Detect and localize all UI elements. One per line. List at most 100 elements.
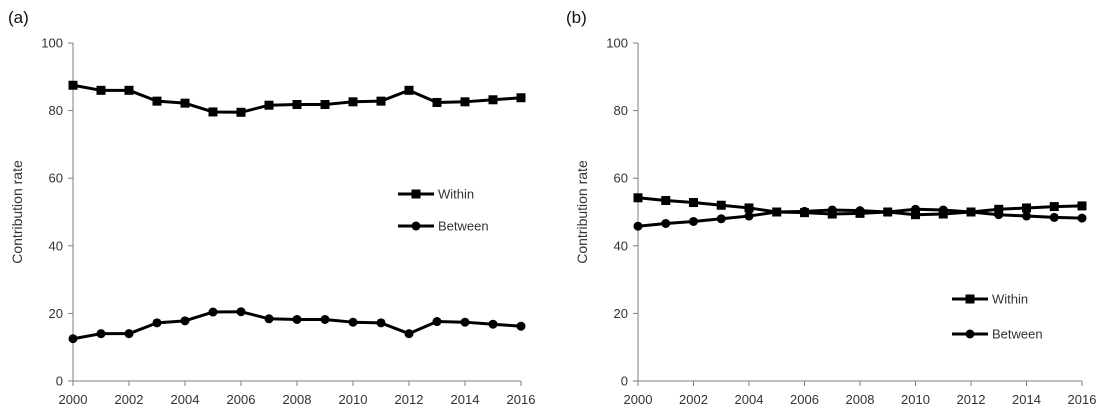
- data-point-between: [432, 317, 442, 327]
- data-point-within: [236, 107, 246, 117]
- data-point-between: [1077, 213, 1087, 223]
- data-point-between: [180, 316, 190, 326]
- y-tick-label: 20: [614, 306, 628, 321]
- data-point-within: [460, 97, 470, 107]
- x-tick-label: 2006: [790, 392, 819, 407]
- data-point-between: [744, 211, 754, 221]
- x-tick-label: 2008: [283, 392, 312, 407]
- y-axis-title: Contribution rate: [574, 160, 590, 264]
- y-tick-label: 80: [49, 103, 63, 118]
- x-tick-label: 2006: [227, 392, 256, 407]
- data-point-within: [994, 204, 1004, 214]
- panel-label: (a): [8, 8, 29, 27]
- data-point-between: [716, 214, 726, 224]
- data-point-between: [1049, 212, 1059, 222]
- data-point-within: [264, 100, 274, 110]
- x-tick-label: 2016: [1068, 392, 1097, 407]
- data-point-within: [68, 80, 78, 90]
- y-tick-label: 100: [41, 36, 63, 51]
- data-point-within: [689, 198, 698, 208]
- chart-panel-a: (a) 0 20 40 60 80 100 2000 2002 2004 2006 2008 2010 2…: [8, 8, 535, 407]
- data-point-between: [68, 334, 78, 344]
- data-point-between: [236, 307, 246, 317]
- data-point-within: [744, 203, 754, 213]
- data-point-between: [800, 206, 809, 216]
- data-point-between: [488, 319, 498, 329]
- data-point-within: [661, 196, 671, 206]
- data-point-within: [320, 100, 330, 110]
- data-point-between: [689, 216, 698, 226]
- chart-panel-b: (b) 0 20 40 60 80 100 2000 2002 2004 2006 2008 2010 2…: [566, 8, 1096, 407]
- legend-label-between: Between: [992, 327, 1043, 342]
- x-tick-label: 2010: [901, 392, 930, 407]
- y-axis-title: Contribution rate: [9, 160, 25, 264]
- x-tick-label: 2008: [846, 392, 875, 407]
- y-tick-label: 60: [614, 171, 628, 186]
- x-tick-label: 2012: [395, 392, 424, 407]
- x-tick-label: 2016: [507, 392, 536, 407]
- legend-label-within: Within: [992, 292, 1028, 307]
- y-tick-label: 0: [621, 374, 628, 389]
- data-point-within: [1049, 202, 1059, 212]
- data-point-between: [264, 314, 274, 324]
- data-point-within: [96, 85, 106, 95]
- data-point-between: [96, 329, 106, 339]
- panel-label: (b): [566, 8, 587, 27]
- data-point-between: [661, 218, 671, 228]
- data-point-between: [460, 317, 470, 327]
- data-point-between: [938, 205, 948, 215]
- data-point-within: [180, 98, 190, 108]
- y-tick-label: 40: [49, 238, 63, 253]
- legend-marker-within: [965, 294, 975, 304]
- data-point-within: [716, 200, 726, 210]
- x-tick-label: 2004: [735, 392, 764, 407]
- y-tick-label: 80: [614, 103, 628, 118]
- data-point-between: [883, 207, 893, 217]
- x-tick-label: 2014: [1012, 392, 1041, 407]
- y-tick-label: 60: [49, 171, 63, 186]
- legend-entry-within: Within: [398, 187, 474, 202]
- legend-marker-between: [411, 221, 421, 231]
- y-tick-label: 20: [49, 306, 63, 321]
- y-tick-label: 100: [606, 36, 628, 51]
- data-point-between: [516, 321, 526, 331]
- data-point-within: [488, 95, 498, 105]
- x-tick-label: 2004: [171, 392, 200, 407]
- data-point-within: [911, 210, 920, 220]
- data-point-between: [855, 206, 865, 216]
- data-point-within: [376, 96, 386, 106]
- series-between: [633, 204, 1087, 231]
- x-tick-label: 2002: [679, 392, 708, 407]
- data-point-between: [320, 314, 330, 324]
- data-point-between: [152, 318, 162, 328]
- x-tick-label: 2014: [451, 392, 480, 407]
- legend-entry-between: Between: [398, 219, 489, 234]
- data-point-between: [208, 307, 218, 317]
- y-tick-label: 40: [614, 238, 628, 253]
- data-point-between: [348, 317, 358, 327]
- data-point-within: [208, 107, 218, 117]
- x-tick-label: 2012: [957, 392, 986, 407]
- x-tick-label: 2002: [115, 392, 144, 407]
- data-point-between: [376, 318, 386, 328]
- data-point-within: [152, 96, 162, 106]
- data-point-between: [772, 207, 782, 217]
- data-point-between: [911, 204, 920, 214]
- data-point-within: [348, 97, 358, 107]
- x-tick-label: 2000: [59, 392, 88, 407]
- data-point-between: [1022, 211, 1031, 221]
- y-tick-label: 0: [56, 374, 63, 389]
- data-point-between: [966, 207, 976, 217]
- data-point-between: [124, 329, 134, 339]
- legend-label-between: Between: [438, 219, 489, 234]
- series-within: [68, 80, 526, 117]
- legend-entry-within: Within: [952, 292, 1028, 307]
- data-point-within: [124, 85, 134, 95]
- data-point-between: [633, 221, 643, 231]
- data-point-between: [292, 314, 302, 324]
- data-point-within: [432, 97, 442, 107]
- data-point-between: [404, 329, 414, 339]
- x-tick-label: 2000: [624, 392, 653, 407]
- x-tick-label: 2010: [339, 392, 368, 407]
